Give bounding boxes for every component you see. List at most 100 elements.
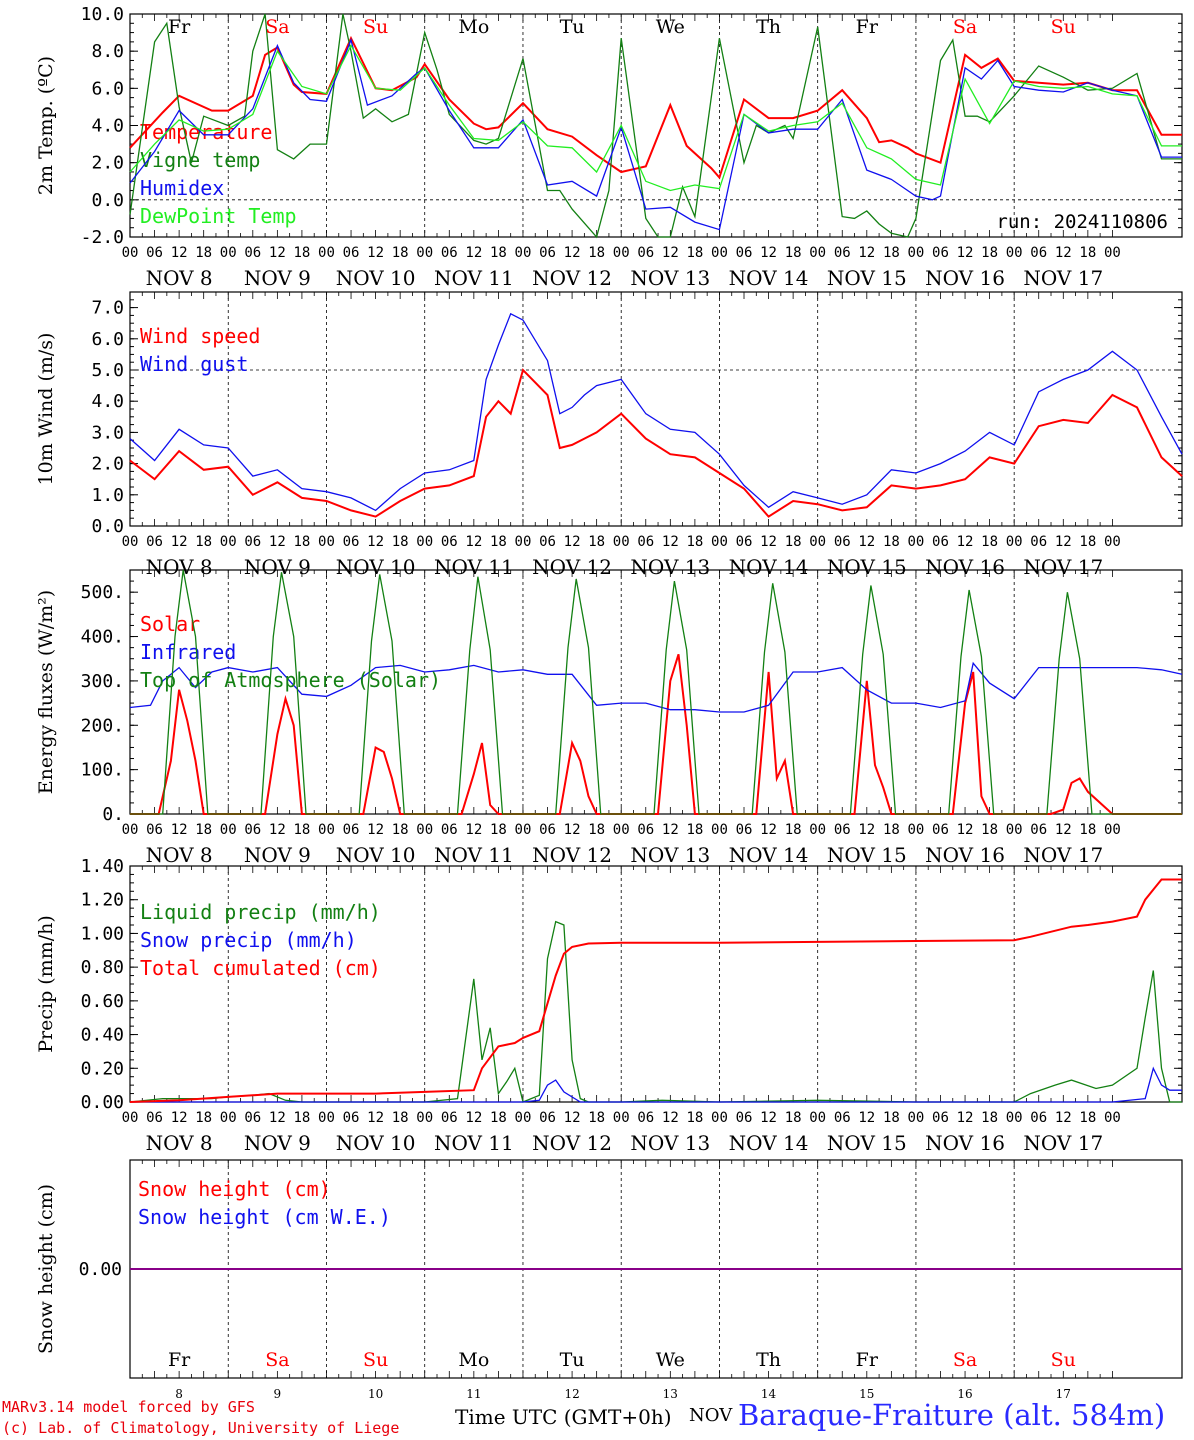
legend-entry: Wind gust: [140, 352, 248, 376]
series-line-top-of-atmosphere-solar-: [130, 569, 1182, 815]
legend-entry: Top of Atmosphere (Solar): [140, 668, 441, 692]
x-hour-label: 00: [711, 534, 728, 550]
x-hour-label: 06: [637, 1110, 654, 1126]
weekday-label: Fr: [856, 16, 879, 38]
x-hour-label: 00: [809, 245, 826, 261]
panel-2: 0.0 1.0 2.0 3.0 4.0 5.0 6.0 7.0 10m Wind (m/s) Wi…: [35, 291, 1183, 579]
x-hour-label: 06: [539, 245, 556, 261]
x-hour-label: 12: [269, 1110, 286, 1126]
x-hour-label: 00: [122, 1110, 139, 1126]
x-hour-label: 18: [785, 534, 802, 550]
x-date-label: NOV 17: [1023, 1131, 1103, 1155]
x-hour-label: 06: [637, 245, 654, 261]
x-hour-label: 00: [809, 822, 826, 838]
x-hour-label: 00: [1104, 245, 1121, 261]
x-hour-label: 00: [515, 534, 532, 550]
x-hour-label: 00: [908, 1110, 925, 1126]
station-title: Baraque-Fraiture (alt. 584m): [738, 1398, 1166, 1432]
x-hour-label: 06: [539, 822, 556, 838]
x-hour-label: 06: [736, 534, 753, 550]
x-hour-label: 00: [1104, 534, 1121, 550]
x-hour-label: 12: [564, 1110, 581, 1126]
legend-entry: Liquid precip (mm/h): [140, 900, 381, 924]
x-hour-label: 00: [416, 822, 433, 838]
day-number-label: 10: [368, 1387, 383, 1401]
x-hour-label: 06: [539, 534, 556, 550]
weekday-label: Th: [756, 1349, 781, 1371]
x-hour-label: 12: [957, 245, 974, 261]
x-hour-label: 18: [981, 1110, 998, 1126]
y-tick-label: 0.00: [79, 1259, 122, 1280]
x-hour-label: 12: [171, 534, 188, 550]
legend-entry: Snow height (cm): [138, 1177, 331, 1201]
x-hour-label: 12: [367, 822, 384, 838]
x-hour-label: 12: [465, 534, 482, 550]
x-hour-label: 06: [834, 534, 851, 550]
y-tick-label: 0.0: [91, 190, 124, 211]
x-hour-label: 18: [981, 245, 998, 261]
day-number-label: 9: [274, 1387, 282, 1401]
x-hour-label: 18: [293, 822, 310, 838]
x-hour-label: 00: [613, 1110, 630, 1126]
weekday-label: Th: [756, 16, 781, 38]
y-tick-label: 4.0: [91, 391, 124, 412]
x-hour-label: 06: [441, 534, 458, 550]
legend-entry: Snow precip (mm/h): [140, 928, 357, 952]
month-label: NOV: [689, 1405, 733, 1426]
day-number-label: 16: [957, 1387, 972, 1401]
x-hour-label: 12: [1055, 1110, 1072, 1126]
weekday-label: Fr: [168, 1349, 191, 1371]
x-hour-label: 12: [564, 534, 581, 550]
y-tick-label: 6.0: [91, 329, 124, 350]
x-date-label: NOV 15: [827, 266, 907, 290]
x-hour-label: 00: [122, 822, 139, 838]
x-hour-label: 00: [908, 245, 925, 261]
weekday-label: Fr: [168, 16, 191, 38]
x-hour-label: 12: [1055, 534, 1072, 550]
x-hour-label: 00: [122, 534, 139, 550]
x-hour-label: 00: [613, 534, 630, 550]
x-date-label: NOV 13: [630, 266, 710, 290]
y-tick-label: 300.: [81, 671, 124, 692]
x-hour-label: 06: [1030, 1110, 1047, 1126]
y-tick-label: 5.0: [91, 360, 124, 381]
x-hour-label: 00: [908, 822, 925, 838]
x-hour-label: 12: [465, 822, 482, 838]
series-line-snow-precip-mm-h-: [130, 1066, 1182, 1103]
y-tick-label: 7.0: [91, 298, 124, 319]
x-hour-label: 06: [146, 534, 163, 550]
x-hour-label: 12: [760, 534, 777, 550]
x-hour-label: 00: [1006, 822, 1023, 838]
y-tick-label: -2.0: [81, 227, 124, 248]
x-hour-label: 18: [785, 822, 802, 838]
x-hour-label: 18: [981, 822, 998, 838]
x-hour-label: 18: [588, 1110, 605, 1126]
x-hour-label: 18: [195, 245, 212, 261]
x-date-label: NOV 8: [146, 1131, 213, 1155]
series-line-vigne-temp: [129, 13, 1182, 239]
x-hour-label: 12: [465, 1110, 482, 1126]
x-date-label: NOV 12: [532, 843, 612, 867]
x-hour-label: 18: [588, 534, 605, 550]
x-hour-label: 12: [367, 534, 384, 550]
x-hour-label: 00: [122, 245, 139, 261]
x-hour-label: 18: [195, 822, 212, 838]
x-hour-label: 18: [883, 822, 900, 838]
x-date-label: NOV 8: [146, 266, 213, 290]
y-axis-label: 10m Wind (m/s): [35, 333, 57, 486]
x-date-label: NOV 9: [244, 266, 311, 290]
x-hour-label: 00: [318, 245, 335, 261]
x-hour-label: 18: [392, 534, 409, 550]
x-hour-label: 00: [515, 822, 532, 838]
x-hour-label: 00: [908, 534, 925, 550]
weekday-label: Su: [363, 16, 388, 38]
x-hour-label: 12: [367, 1110, 384, 1126]
series-line-wind-gust: [129, 312, 1183, 512]
y-tick-label: 0.60: [81, 991, 124, 1012]
x-hour-label: 06: [736, 1110, 753, 1126]
x-hour-label: 00: [220, 1110, 237, 1126]
x-date-label: NOV 10: [336, 843, 416, 867]
weekday-label: Su: [1051, 16, 1076, 38]
x-hour-label: 06: [932, 245, 949, 261]
x-hour-label: 18: [490, 534, 507, 550]
